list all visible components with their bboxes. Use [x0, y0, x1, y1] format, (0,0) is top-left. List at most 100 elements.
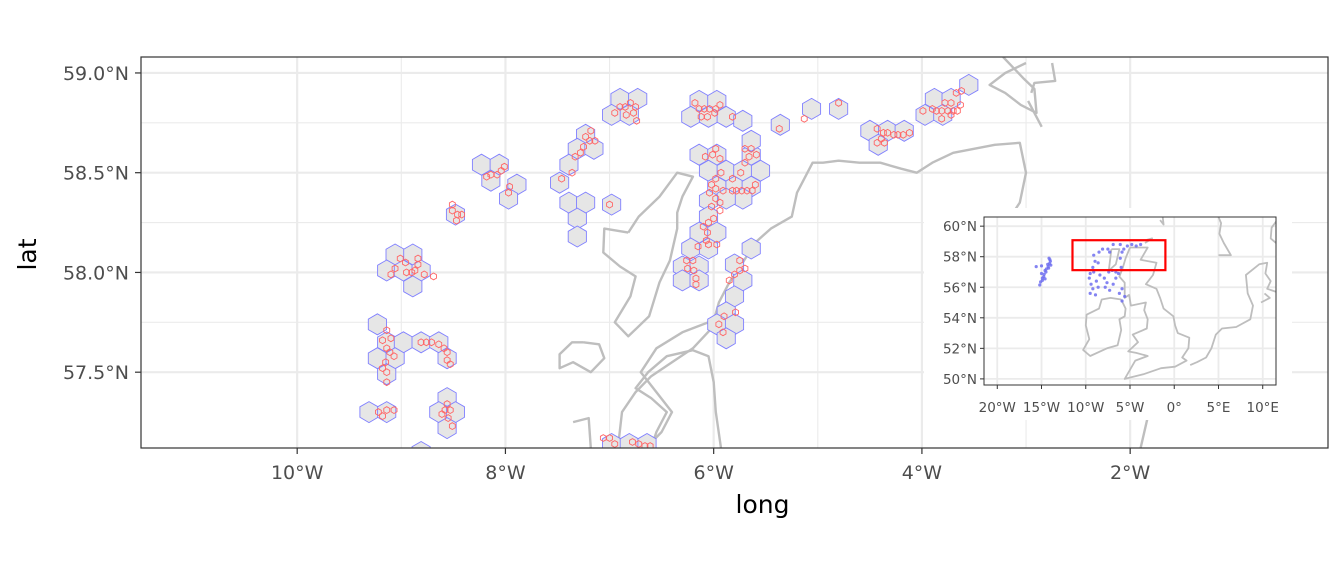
inset-extent-box: [1071, 239, 1167, 272]
fine-hexbin-cell: [414, 254, 422, 263]
fine-hexbin-cell: [949, 106, 957, 115]
fine-hexbin-cell: [704, 112, 711, 121]
fine-hexbin-cell: [689, 256, 697, 265]
fine-hexbin-cell: [709, 150, 717, 159]
inset-y-tick-label: 56°N: [943, 280, 977, 296]
fine-hexbin-cell: [716, 198, 724, 207]
hexbin-cell: [499, 187, 519, 210]
inset-point: [1038, 283, 1042, 287]
fine-hexbin-cell: [435, 340, 443, 349]
inset-coastline: [1107, 248, 1121, 272]
hexbin-cell: [445, 203, 465, 226]
fine-hexbin-cell: [952, 88, 960, 97]
inset-point: [1039, 271, 1044, 276]
fine-hexbin-cell: [708, 202, 715, 211]
fine-hexbin-cell: [745, 152, 753, 161]
fine-hexbin-cell: [729, 112, 736, 121]
fine-hexbin-cell: [446, 360, 454, 369]
hexbin-cell: [733, 109, 753, 132]
fine-hexbin-cell: [881, 138, 888, 147]
fine-hexbin-cell: [884, 128, 891, 137]
inset-x-tick-label: 5°W: [1116, 400, 1145, 416]
hexbin-cell: [716, 327, 736, 350]
inset-point: [1094, 279, 1098, 283]
hexbin-cell: [698, 237, 719, 260]
inset-point: [1047, 256, 1051, 260]
inset-point: [1111, 242, 1115, 247]
inset-coastline: [1118, 246, 1191, 380]
fine-hexbin-cell: [633, 116, 641, 125]
inset-point: [1087, 276, 1091, 280]
fine-hexbin-cell: [747, 144, 755, 153]
fine-hexbin-cell: [729, 186, 736, 195]
fine-hexbin-cell: [716, 154, 724, 163]
inset-point: [1046, 265, 1050, 269]
inset-coastline: [1159, 217, 1165, 226]
coastline: [639, 321, 709, 448]
inset-x-tick-label: 10°W: [1067, 400, 1104, 416]
fine-hexbin-cell: [704, 228, 711, 237]
fine-hexbin-cell: [448, 206, 456, 215]
hexbin-cell: [377, 401, 397, 424]
fine-hexbin-cell: [383, 378, 391, 387]
inset-point: [1139, 242, 1143, 247]
fine-hexbin-cell: [391, 264, 399, 273]
fine-hexbin-cell: [444, 414, 452, 423]
inset-y-tick-label: 58°N: [943, 250, 977, 266]
coastline: [1030, 62, 1057, 94]
fine-hexbin-cell: [408, 268, 416, 277]
fine-hexbin-cell: [751, 180, 759, 189]
fine-hexbin-cell: [646, 442, 654, 448]
fine-hexbin-cell: [591, 136, 599, 145]
inset-point: [1049, 263, 1053, 267]
fine-hexbin-cell: [386, 348, 394, 357]
inset-point: [1123, 294, 1127, 299]
hexbin-cell: [377, 363, 397, 386]
inset-point: [1108, 250, 1112, 254]
inset-point: [1040, 278, 1044, 282]
inset-point: [1098, 273, 1102, 277]
inset-point: [1125, 244, 1129, 248]
fine-hexbin-cell: [741, 158, 749, 167]
fine-hexbin-cell: [705, 240, 712, 249]
fine-hexbin-cell: [708, 180, 715, 189]
fine-hexbin-cell: [692, 274, 700, 283]
inset-point: [1088, 271, 1092, 276]
inset-point: [1043, 277, 1047, 281]
inset-point: [1119, 265, 1123, 269]
inset-coastline: [1269, 221, 1276, 244]
inset-point: [1130, 242, 1134, 247]
inset-point: [1120, 287, 1124, 291]
inset-y-tick-label: 52°N: [943, 341, 977, 357]
fine-hexbin-cell: [692, 280, 700, 289]
fine-hexbin-cell: [702, 236, 710, 245]
fine-hexbin-cell: [691, 98, 699, 107]
fine-hexbin-cell: [947, 98, 955, 107]
fine-hexbin-cell: [390, 352, 398, 361]
inset-point: [1039, 264, 1044, 268]
fine-hexbin-cell: [414, 260, 422, 269]
y-tick-label: 58.5°N: [63, 163, 129, 185]
fine-hexbin-cell: [568, 168, 576, 177]
fine-hexbin-cell: [775, 124, 783, 133]
inset-point: [1118, 242, 1122, 247]
fine-hexbin-cell: [630, 108, 637, 117]
fine-hexbin-cell: [483, 172, 491, 181]
inset-point: [1118, 256, 1122, 260]
hexbin-cell: [567, 225, 587, 248]
fine-hexbin-cell: [953, 106, 961, 115]
inset-x-tick-label: 15°W: [1023, 400, 1060, 416]
inset-point: [1096, 285, 1100, 289]
inset-point: [1117, 291, 1121, 295]
fine-hexbin-cell: [379, 336, 386, 345]
fine-hexbin-cell: [443, 348, 451, 357]
fine-hexbin-cell: [577, 148, 584, 157]
fine-hexbin-cell: [448, 200, 456, 209]
fine-hexbin-cell: [606, 200, 613, 209]
fine-hexbin-cell: [710, 214, 718, 223]
inset-point: [1096, 261, 1100, 265]
hexbin-cell: [770, 113, 790, 136]
fine-hexbin-cell: [690, 266, 698, 275]
inset-coastline: [1082, 297, 1127, 357]
fine-hexbin-cell: [611, 108, 619, 117]
